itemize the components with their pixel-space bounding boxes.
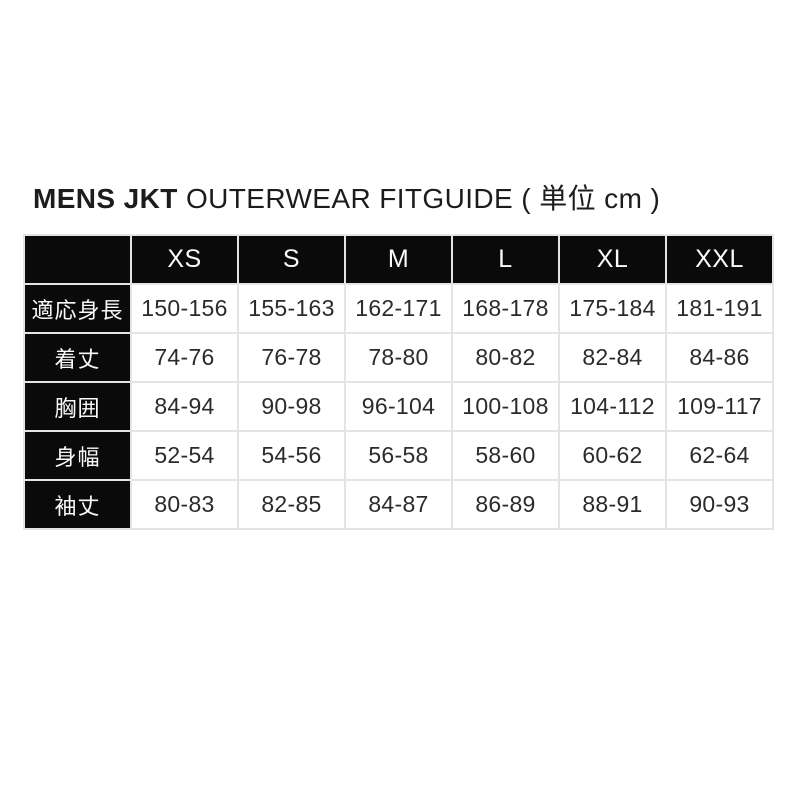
size-value-cell: 54-56	[237, 430, 346, 481]
size-value-cell: 104-112	[558, 381, 667, 432]
table-row: 着丈 74-76 76-78 78-80 80-82 82-84 84-86	[23, 332, 774, 383]
size-value-cell: 100-108	[451, 381, 560, 432]
size-value-cell: 84-94	[130, 381, 239, 432]
size-value-cell: 62-64	[665, 430, 774, 481]
size-column-header: S	[237, 234, 346, 285]
size-value-cell: 78-80	[344, 332, 453, 383]
size-column-header: XXL	[665, 234, 774, 285]
size-value-cell: 175-184	[558, 283, 667, 334]
row-label: 袖丈	[23, 479, 132, 530]
size-value-cell: 58-60	[451, 430, 560, 481]
size-value-cell: 86-89	[451, 479, 560, 530]
corner-cell	[23, 234, 132, 285]
size-column-header: L	[451, 234, 560, 285]
table-row: 袖丈 80-83 82-85 84-87 86-89 88-91 90-93	[23, 479, 774, 530]
size-value-cell: 76-78	[237, 332, 346, 383]
size-value-cell: 82-84	[558, 332, 667, 383]
size-table-head: XS S M L XL XXL	[23, 234, 774, 285]
size-value-cell: 88-91	[558, 479, 667, 530]
size-table: XS S M L XL XXL 適応身長 150-156 155-163 162-171 168-…	[23, 234, 774, 530]
size-column-header: M	[344, 234, 453, 285]
size-value-cell: 60-62	[558, 430, 667, 481]
size-value-cell: 52-54	[130, 430, 239, 481]
size-value-cell: 109-117	[665, 381, 774, 432]
size-value-cell: 181-191	[665, 283, 774, 334]
table-row: 胸囲 84-94 90-98 96-104 100-108 104-112 109-117	[23, 381, 774, 432]
size-value-cell: 96-104	[344, 381, 453, 432]
title-brand: MENS JKT	[33, 183, 178, 214]
size-value-cell: 155-163	[237, 283, 346, 334]
size-value-cell: 168-178	[451, 283, 560, 334]
row-label: 身幅	[23, 430, 132, 481]
size-table-body: 適応身長 150-156 155-163 162-171 168-178 175-184 1…	[23, 283, 774, 530]
page-title: MENS JKT OUTERWEAR FITGUIDE ( 単位 cm )	[33, 183, 660, 215]
table-row: 適応身長 150-156 155-163 162-171 168-178 175-184 1…	[23, 283, 774, 334]
title-unit: ( 単位 cm )	[521, 183, 661, 214]
size-value-cell: 80-82	[451, 332, 560, 383]
size-value-cell: 84-86	[665, 332, 774, 383]
size-value-cell: 162-171	[344, 283, 453, 334]
size-value-cell: 80-83	[130, 479, 239, 530]
title-subtitle: OUTERWEAR FITGUIDE	[185, 183, 514, 214]
size-header-row: XS S M L XL XXL	[23, 234, 774, 285]
size-value-cell: 56-58	[344, 430, 453, 481]
size-value-cell: 150-156	[130, 283, 239, 334]
row-label: 着丈	[23, 332, 132, 383]
size-column-header: XS	[130, 234, 239, 285]
size-column-header: XL	[558, 234, 667, 285]
row-label: 胸囲	[23, 381, 132, 432]
size-value-cell: 90-98	[237, 381, 346, 432]
size-value-cell: 90-93	[665, 479, 774, 530]
row-label: 適応身長	[23, 283, 132, 334]
table-row: 身幅 52-54 54-56 56-58 58-60 60-62 62-64	[23, 430, 774, 481]
size-value-cell: 82-85	[237, 479, 346, 530]
size-value-cell: 74-76	[130, 332, 239, 383]
size-value-cell: 84-87	[344, 479, 453, 530]
